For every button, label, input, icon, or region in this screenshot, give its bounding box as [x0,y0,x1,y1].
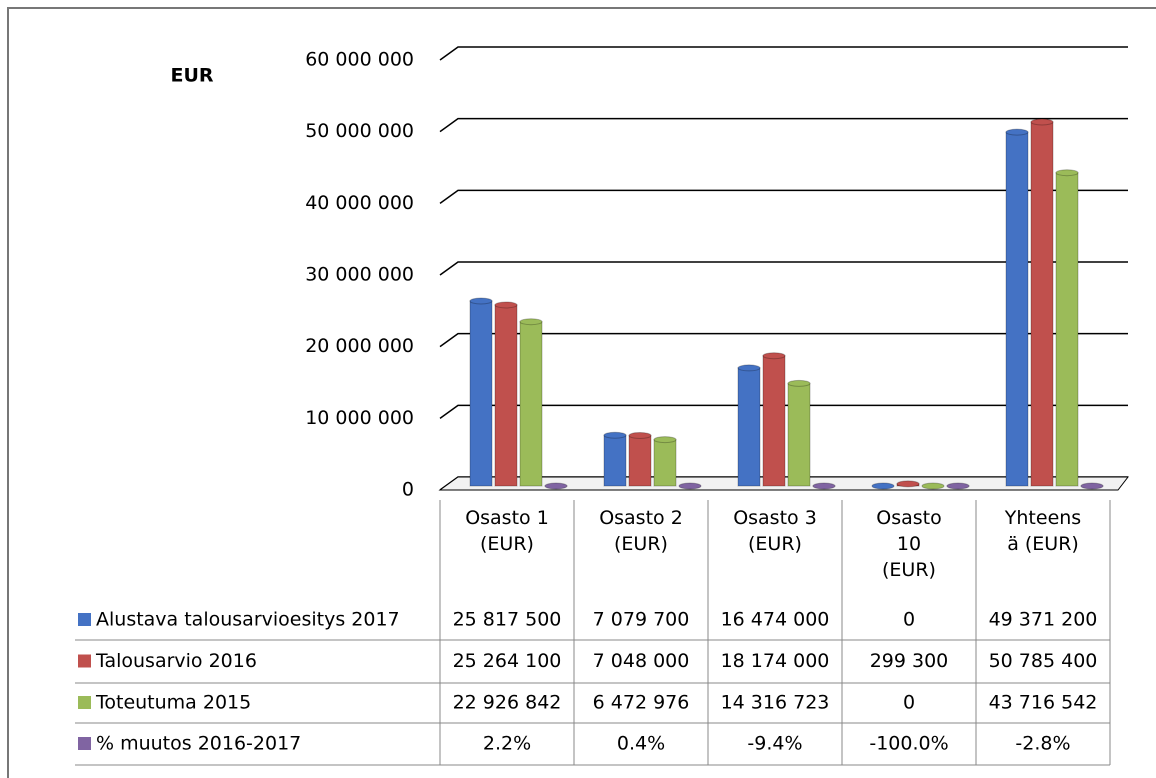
legend-label: Talousarvio 2016 [95,650,257,672]
bar [469,300,493,487]
bar [653,439,677,487]
table-value: 25 264 100 [453,650,562,672]
bar-cap [812,482,836,490]
bar-cap [628,431,652,439]
table-value: 50 785 400 [989,650,1098,672]
x-tick-label: Osasto 2 (EUR) [599,507,683,555]
y-axis-label: EUR [170,65,213,87]
bar [762,355,786,487]
table-value: 49 371 200 [989,609,1098,631]
legend-label: Alustava talousarvioesitys 2017 [96,609,400,631]
x-tick-label: Osasto 1 (EUR) [465,507,549,555]
bar-cap [469,297,493,305]
table-value: -100.0% [869,733,948,755]
legend-label: % muutos 2016-2017 [96,733,301,755]
x-tick-label-box: Osasto 1 (EUR) [465,507,549,555]
grid-line [439,261,1128,276]
bar-cap [896,480,920,488]
y-tick-label: 50 000 000 [305,120,414,142]
bar-cap [871,482,895,490]
bar-cap [787,379,811,387]
bar-cap [762,352,786,360]
table-value: 22 926 842 [453,692,562,714]
y-tick-label: 30 000 000 [305,264,414,286]
bar [1005,131,1029,487]
bar-cap [678,482,702,490]
bar-cap [737,364,761,372]
legend-label: Toteutuma 2015 [95,692,251,714]
y-tick-label: 60 000 000 [305,49,414,71]
bar [1030,121,1054,487]
bar-cap [1080,482,1104,490]
legend-key [78,654,91,668]
bar-cap [1030,118,1054,126]
bar [603,434,627,487]
x-tick-label-box: Osasto 3 (EUR) [733,507,817,555]
table-value: 43 716 542 [989,692,1098,714]
grid-line [439,332,1128,348]
bar-cap [494,301,518,309]
table-value: 7 048 000 [593,650,690,672]
frame [7,7,1156,778]
table-value: 2.2% [483,733,531,755]
table-value: 0 [903,692,915,714]
y-tick-label: 10 000 000 [305,407,414,429]
bar [737,367,761,487]
table-value: 299 300 [870,650,949,672]
bar [628,434,652,487]
x-tick-label: Osasto 10 (EUR) [876,507,942,581]
bar-cap [519,318,543,326]
legend-key [78,696,91,709]
y-tick-label: 0 [402,479,414,501]
bar-cap [921,482,945,490]
bar [519,321,543,487]
bar [494,304,518,487]
y-tick-label: 20 000 000 [305,335,414,357]
x-tick-label-box: Yhteensä (EUR) [1004,507,1082,555]
x-tick-label: Yhteensä (EUR) [1004,507,1082,555]
y-tick-label: 40 000 000 [305,192,414,214]
grid-line [439,46,1128,61]
legend-key [78,737,91,750]
table-value: -9.4% [747,733,802,755]
x-tick-label: Osasto 3 (EUR) [733,507,817,555]
bar [1055,172,1079,487]
bar-cap [653,436,677,444]
bar-cap [603,431,627,439]
bar [787,382,811,487]
table-value: 0 [903,609,915,631]
bar-cap [1055,169,1079,177]
bar-cap [946,482,970,490]
table-value: 16 474 000 [721,609,830,631]
grid-line [439,189,1128,204]
table-value: 0.4% [617,733,665,755]
x-tick-label-box: Osasto 2 (EUR) [599,507,683,555]
table-value: 7 079 700 [593,609,690,631]
table-value: 6 472 976 [593,692,690,714]
table-value: 25 817 500 [453,609,562,631]
bar-cap [1005,128,1029,136]
table-value: 18 174 000 [721,650,830,672]
table-value: -2.8% [1015,733,1070,755]
table-value: 14 316 723 [721,692,830,714]
grid-line [439,117,1128,133]
grid-line [439,404,1128,419]
legend-key [78,613,91,626]
x-tick-label-box: Osasto 10 (EUR) [876,507,942,581]
bar-cap [544,482,568,490]
